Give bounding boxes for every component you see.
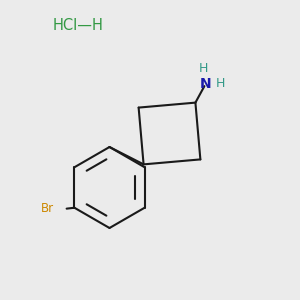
Text: H: H: [199, 61, 208, 75]
Text: HCl—H: HCl—H: [52, 18, 104, 33]
Text: H: H: [216, 76, 225, 90]
Text: Br: Br: [41, 202, 54, 215]
Text: N: N: [200, 77, 212, 91]
